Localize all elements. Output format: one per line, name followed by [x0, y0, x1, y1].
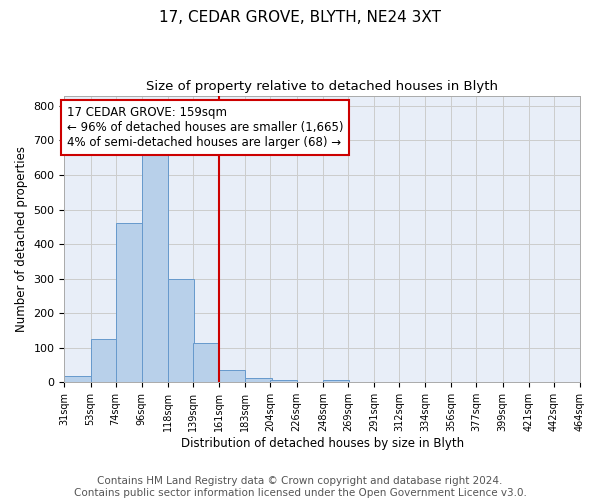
- Bar: [323, 380, 349, 382]
- Y-axis label: Number of detached properties: Number of detached properties: [15, 146, 28, 332]
- Bar: [168, 278, 194, 382]
- Bar: [142, 152, 168, 382]
- Bar: [245, 378, 272, 382]
- Bar: [219, 370, 245, 382]
- Bar: [91, 339, 117, 382]
- X-axis label: Distribution of detached houses by size in Blyth: Distribution of detached houses by size …: [181, 437, 464, 450]
- Title: Size of property relative to detached houses in Blyth: Size of property relative to detached ho…: [146, 80, 498, 93]
- Bar: [193, 342, 219, 382]
- Text: Contains HM Land Registry data © Crown copyright and database right 2024.
Contai: Contains HM Land Registry data © Crown c…: [74, 476, 526, 498]
- Text: 17 CEDAR GROVE: 159sqm
← 96% of detached houses are smaller (1,665)
4% of semi-d: 17 CEDAR GROVE: 159sqm ← 96% of detached…: [67, 106, 343, 149]
- Bar: [64, 376, 91, 382]
- Bar: [116, 224, 142, 382]
- Text: 17, CEDAR GROVE, BLYTH, NE24 3XT: 17, CEDAR GROVE, BLYTH, NE24 3XT: [159, 10, 441, 25]
- Bar: [271, 380, 296, 382]
